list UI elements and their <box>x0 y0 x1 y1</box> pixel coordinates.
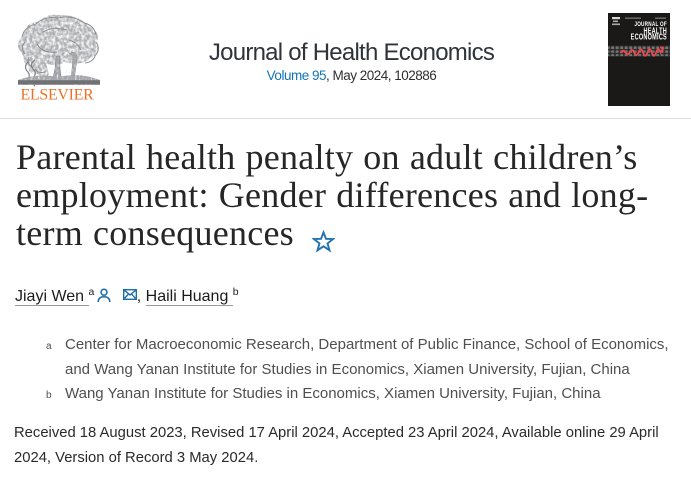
svg-text:ECONOMICS: ECONOMICS <box>631 33 667 42</box>
svg-text:HEALTH: HEALTH <box>643 26 667 35</box>
svg-text:ELSEVIER: ELSEVIER <box>21 87 95 104</box>
svg-text:JOURNAL OF: JOURNAL OF <box>634 22 667 29</box>
